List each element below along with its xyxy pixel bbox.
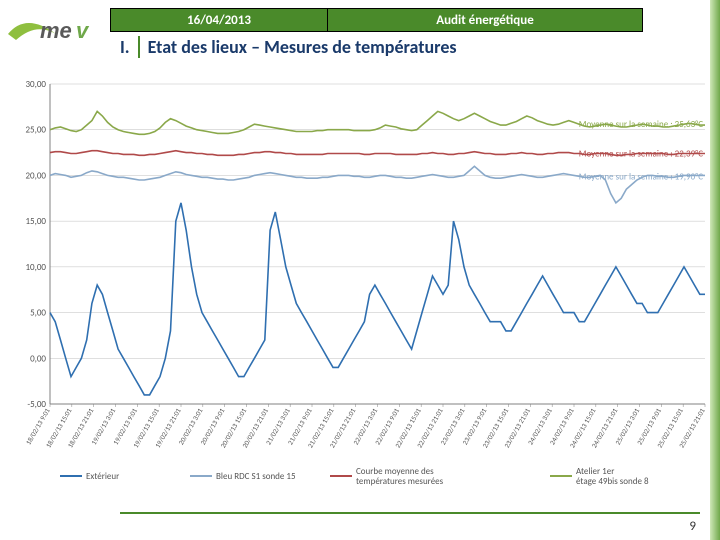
logo: me v <box>6 4 106 48</box>
svg-text:20,00: 20,00 <box>26 170 47 181</box>
svg-text:10,00: 10,00 <box>26 262 47 273</box>
svg-text:Bleu RDC S1 sonde 15: Bleu RDC S1 sonde 15 <box>216 471 296 482</box>
svg-text:0,00: 0,00 <box>30 353 46 364</box>
section-title: I. Etat des lieux – Mesures de températu… <box>120 36 457 58</box>
svg-text:températures mesurées: températures mesurées <box>356 476 444 487</box>
temperature-line-chart: -5,000,005,0010,0015,0020,0025,0030,0018… <box>10 74 710 494</box>
svg-text:5,00: 5,00 <box>30 308 46 319</box>
svg-text:me: me <box>40 18 72 43</box>
svg-text:30,00: 30,00 <box>26 79 47 90</box>
svg-text:25,00: 25,00 <box>26 125 47 136</box>
svg-text:15,00: 15,00 <box>26 216 47 227</box>
footer-rule <box>120 512 700 514</box>
slide-header: 16/04/2013 Audit énergétique <box>110 8 643 32</box>
header-title: Audit énergétique <box>328 9 642 31</box>
svg-text:Moyenne sur la semaine : 22,39: Moyenne sur la semaine : 22,39°C <box>579 149 703 160</box>
page-number: 9 <box>689 519 696 534</box>
svg-text:v: v <box>76 18 90 43</box>
svg-text:Extérieur: Extérieur <box>86 471 119 482</box>
section-number: I. <box>120 36 140 58</box>
svg-text:étage 49bis sonde 8: étage 49bis sonde 8 <box>576 476 649 487</box>
right-gradient-decoration <box>710 0 720 540</box>
svg-text:Moyenne sur la semaine : 19,90: Moyenne sur la semaine : 19,90°C <box>579 171 703 182</box>
header-date: 16/04/2013 <box>111 9 328 31</box>
svg-text:Moyenne sur la semaine : 25,63: Moyenne sur la semaine : 25,63°C <box>579 119 703 130</box>
section-text: Etat des lieux – Mesures de températures <box>148 36 457 58</box>
